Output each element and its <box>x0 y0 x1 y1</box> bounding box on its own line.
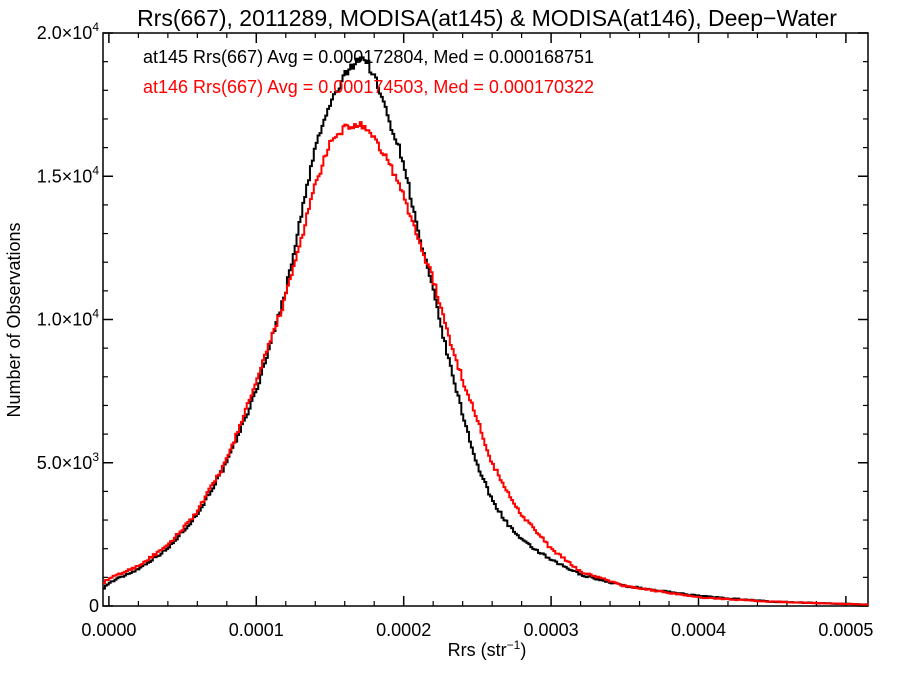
x-tick-label: 0.0003 <box>524 620 579 640</box>
x-axis-label: Rrs (str−1) <box>448 638 527 660</box>
y-tick-label: 2.0×104 <box>37 20 100 43</box>
x-tick-label: 0.0000 <box>81 620 136 640</box>
plot-frame <box>102 32 869 607</box>
y-tick-label: 5.0×103 <box>37 450 100 473</box>
annotation-at146: at146 Rrs(667) Avg = 0.000174503, Med = … <box>143 77 594 97</box>
y-axis-ticks: 0 5.0×103 1.0×104 1.5×104 2.0×104 <box>37 20 868 616</box>
chart-title: Rrs(667), 2011289, MODISA(at145) & MODIS… <box>137 5 837 31</box>
series-at146-line <box>103 121 869 606</box>
x-axis-label-base: Rrs (str <box>448 640 507 660</box>
x-axis-label-exponent: −1 <box>507 638 521 652</box>
y-tick-label: 1.5×104 <box>37 163 100 186</box>
x-tick-label: 0.0002 <box>376 620 431 640</box>
annotation-at145: at145 Rrs(667) Avg = 0.000172804, Med = … <box>143 47 594 67</box>
x-axis-ticks: 0.0000 0.0001 0.0002 0.0003 0.0004 0.0005 <box>81 33 873 640</box>
x-tick-label: 0.0004 <box>671 620 726 640</box>
series-at145-line <box>103 56 869 606</box>
y-tick-label: 1.0×104 <box>37 307 100 330</box>
y-axis-label: Number of Observations <box>4 222 24 417</box>
y-tick-label: 0 <box>89 596 99 616</box>
x-axis-label-end: ) <box>520 640 526 660</box>
x-tick-label: 0.0005 <box>818 620 873 640</box>
x-tick-label: 0.0001 <box>229 620 284 640</box>
series-layer <box>103 56 869 606</box>
